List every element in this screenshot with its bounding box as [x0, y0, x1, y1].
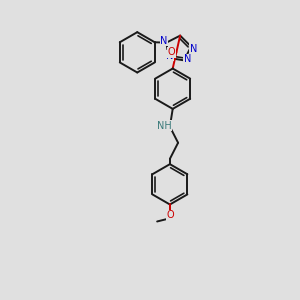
Text: O: O: [166, 210, 174, 220]
Text: O: O: [168, 47, 176, 57]
Text: NH: NH: [157, 121, 171, 130]
Text: N: N: [184, 54, 191, 64]
Text: N: N: [166, 51, 173, 61]
Text: N: N: [190, 44, 197, 54]
Text: N: N: [160, 36, 167, 46]
